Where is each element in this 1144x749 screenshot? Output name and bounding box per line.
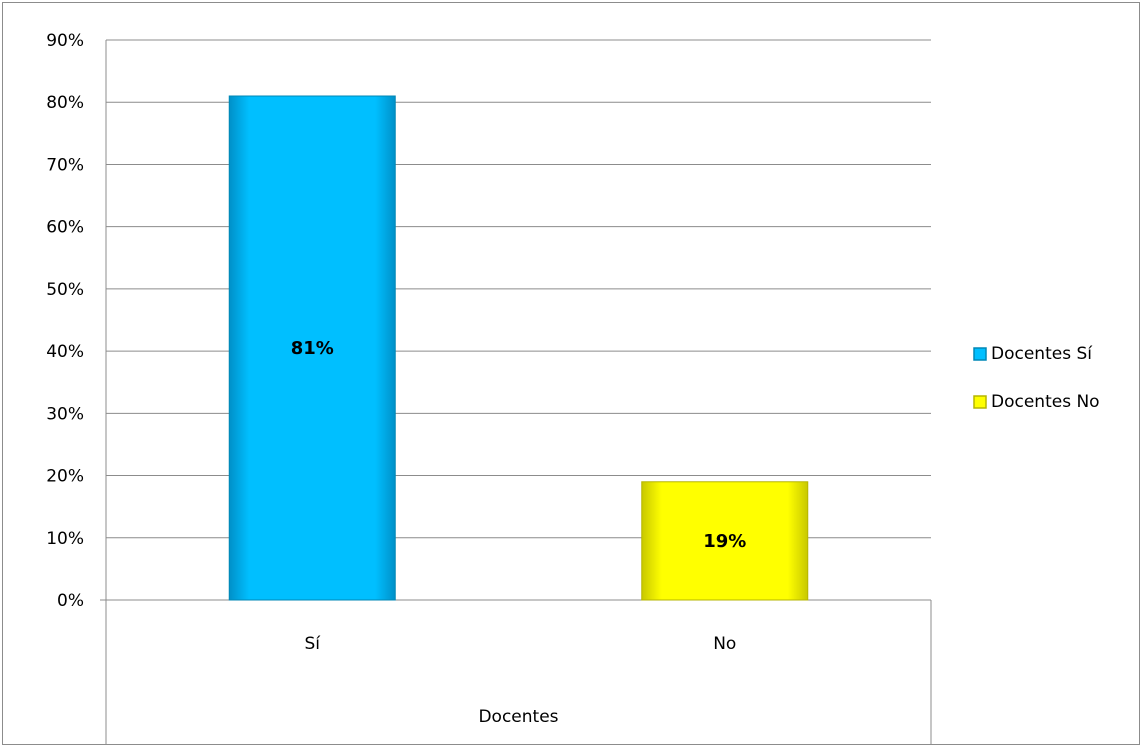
y-tick-label: 50% bbox=[46, 280, 84, 300]
legend-entry: Docentes Sí bbox=[991, 344, 1093, 364]
data-label: 81% bbox=[291, 338, 334, 359]
legend-swatch bbox=[973, 347, 987, 361]
bars bbox=[228, 95, 809, 601]
legend: Docentes Sí Docentes No bbox=[973, 344, 1100, 412]
y-tick-label: 70% bbox=[46, 155, 84, 175]
y-tick-label: 30% bbox=[46, 404, 84, 424]
axes bbox=[100, 40, 932, 744]
bar-Sí bbox=[228, 95, 396, 601]
y-tick-label: 40% bbox=[46, 342, 84, 362]
y-tick-label: 60% bbox=[46, 218, 84, 238]
data-label: 19% bbox=[703, 531, 746, 552]
legend-swatch bbox=[973, 395, 987, 409]
y-tick-label: 10% bbox=[46, 529, 84, 549]
bar-chart: 0% 10% 20% 30% 40% 50% 60% 70% 80% 90% 81% Sí 19% No D… bbox=[46, 31, 1100, 744]
x-group-label: Docentes bbox=[478, 707, 558, 727]
y-tick-label: 80% bbox=[46, 93, 84, 113]
x-category-label: Sí bbox=[304, 634, 321, 654]
y-tick-label: 20% bbox=[46, 467, 84, 487]
y-tick-label: 90% bbox=[46, 31, 84, 51]
y-tick-label: 0% bbox=[57, 591, 84, 611]
bar-No bbox=[641, 481, 809, 601]
labels: 0% 10% 20% 30% 40% 50% 60% 70% 80% 90% 81% Sí 19% No D… bbox=[46, 31, 746, 727]
x-category-label: No bbox=[713, 634, 736, 654]
legend-entry: Docentes No bbox=[991, 392, 1100, 412]
